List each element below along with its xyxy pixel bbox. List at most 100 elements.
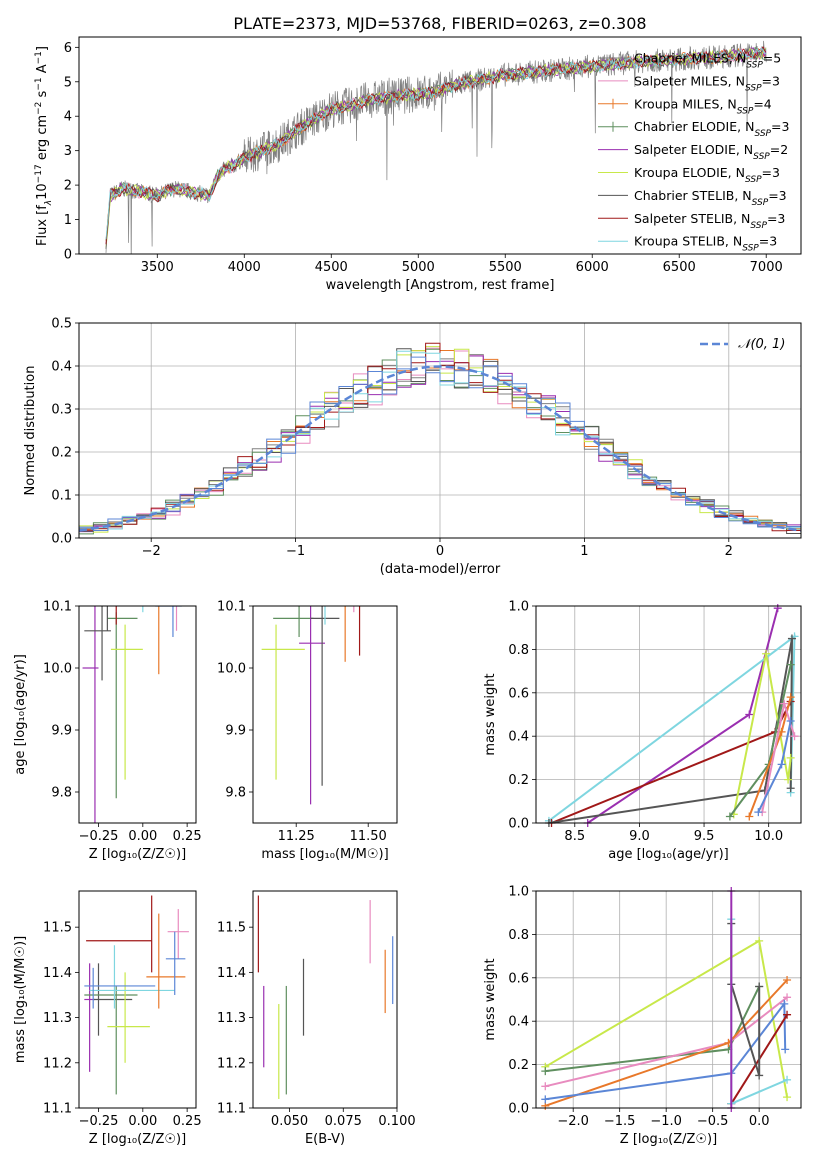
y-axis-label: Normed distribution bbox=[23, 366, 38, 496]
y-tick-label: 4 bbox=[64, 110, 72, 125]
x-tick-label: 4000 bbox=[228, 260, 261, 275]
y-axis-label-part: 10 bbox=[35, 183, 50, 200]
y-axis-label-part: Flux [f bbox=[35, 205, 50, 246]
legend-name: Chabrier STELIB, N bbox=[634, 188, 752, 203]
x-tick-label: 5500 bbox=[489, 260, 522, 275]
y-tick-label: 9.9 bbox=[51, 724, 72, 739]
plot-frame bbox=[78, 605, 197, 824]
figure-title: PLATE=2373, MJD=53768, FIBERID=0263, z=0… bbox=[233, 14, 646, 33]
series-marker bbox=[783, 1075, 792, 1084]
x-tick-label: 7000 bbox=[750, 260, 783, 275]
legend-label: Chabrier ELODIE, NSSP=3 bbox=[634, 119, 789, 139]
series-marker bbox=[541, 1095, 550, 1104]
massweight-vs-Z-axes: −2.0 −1.5 −1.0 −0.5 0.0 0.0 0.2 0.4 0.6 0.8 1.0 Z [… bbox=[483, 885, 802, 1147]
legend-name: Kroupa STELIB, N bbox=[634, 234, 742, 249]
y-tick-label: 0.8 bbox=[508, 928, 529, 943]
legend-sub: SSP bbox=[753, 152, 770, 162]
series-marker bbox=[786, 717, 795, 726]
x-tick-label: 6500 bbox=[663, 260, 696, 275]
x-axis-label: E(B-V) bbox=[305, 1132, 345, 1147]
chart-layer: 3500 4000 4500 5000 5500 6000 6500 7000 0 1 2 3 4 5 6 w… bbox=[13, 36, 802, 1147]
x-tick-label: −0.25 bbox=[79, 1114, 119, 1129]
series-line bbox=[548, 638, 793, 823]
series-marker bbox=[783, 1010, 792, 1019]
plot-frame bbox=[252, 605, 398, 824]
legend-sub: SSP bbox=[742, 244, 759, 254]
y-tick-label: 0.2 bbox=[508, 1058, 529, 1073]
y-axis-label: mass weight bbox=[483, 673, 498, 755]
legend-count: =3 bbox=[762, 165, 780, 180]
y-tick-label: 6 bbox=[64, 41, 72, 56]
series-marker bbox=[783, 993, 792, 1002]
y-tick-label: 11.2 bbox=[217, 1056, 246, 1071]
y-tick-label: 0.6 bbox=[508, 971, 529, 986]
plot-frame bbox=[535, 890, 802, 1109]
legend-count: =3 bbox=[771, 119, 789, 134]
legend-name: Kroupa MILES, N bbox=[634, 96, 737, 111]
y-tick-label: 11.4 bbox=[217, 966, 246, 981]
x-tick-label: 0.050 bbox=[271, 1114, 308, 1129]
x-tick-label: −2.0 bbox=[557, 1114, 589, 1129]
age-vs-mass-axes: 11.25 11.50 9.8 9.9 10.0 10.1 mass [log₁₀(M/M☉… bbox=[217, 600, 398, 862]
y-tick-label: 0.0 bbox=[51, 532, 72, 547]
x-tick-label: 0.100 bbox=[378, 1114, 415, 1129]
legend-count: =3 bbox=[759, 234, 777, 249]
y-tick-label: 2 bbox=[64, 179, 72, 194]
legend-label: Salpeter ELODIE, NSSP=2 bbox=[634, 142, 788, 162]
legend-sub: SSP bbox=[745, 175, 762, 185]
mass-vs-ebv-axes: 0.050 0.075 0.100 11.1 11.2 11.3 11.4 11.5 E(B-V… bbox=[217, 890, 416, 1147]
series-marker bbox=[783, 975, 792, 984]
y-axis-label-part: −1 bbox=[34, 77, 44, 90]
legend-count: =3 bbox=[767, 211, 785, 226]
series-marker bbox=[787, 634, 796, 643]
x-axis-label: mass [log₁₀(M/M☉)] bbox=[261, 847, 388, 862]
normal-curve bbox=[78, 365, 802, 532]
y-tick-label: 0.4 bbox=[51, 360, 72, 375]
y-tick-label: 0.0 bbox=[508, 817, 529, 832]
plot-frame bbox=[535, 605, 802, 824]
x-tick-label: 9.0 bbox=[629, 829, 650, 844]
y-tick-label: 1 bbox=[64, 213, 72, 228]
legend-sub: SSP bbox=[746, 61, 763, 71]
legend-label: Kroupa MILES, NSSP=4 bbox=[634, 96, 772, 116]
x-tick-label: −1.5 bbox=[604, 1114, 636, 1129]
y-tick-label: 10.0 bbox=[217, 662, 246, 677]
series-marker bbox=[773, 604, 782, 613]
residuals-axes: −2 −1 0 1 2 0.0 0.1 0.2 0.3 0.4 0.5 (data-model)/er… bbox=[23, 317, 802, 577]
age-vs-Z-axes: −0.25 0.00 0.25 9.8 9.9 10.0 10.1 Z [log₁₀(Z/Z☉… bbox=[13, 600, 202, 863]
y-tick-label: 0.0 bbox=[508, 1102, 529, 1117]
series-marker bbox=[780, 699, 789, 708]
y-tick-label: 11.4 bbox=[43, 966, 72, 981]
legend-label: Chabrier STELIB, NSSP=3 bbox=[634, 188, 787, 208]
histogram-series bbox=[79, 356, 801, 538]
series-line bbox=[545, 1000, 787, 1101]
y-axis-label-part: ] bbox=[35, 46, 50, 51]
y-tick-label: 0.8 bbox=[508, 643, 529, 658]
y-tick-label: 10.1 bbox=[217, 600, 246, 615]
plot-frame bbox=[78, 890, 197, 1109]
x-tick-label: 9.5 bbox=[694, 829, 715, 844]
plot-frame bbox=[78, 36, 802, 255]
series-line bbox=[730, 923, 761, 1076]
plot-frame bbox=[252, 890, 398, 1109]
legend-label: Chabrier MILES, NSSP=5 bbox=[634, 51, 781, 71]
y-tick-label: 0.2 bbox=[51, 446, 72, 461]
series-marker bbox=[783, 1093, 792, 1102]
series-line bbox=[732, 653, 792, 815]
series-marker bbox=[786, 693, 795, 702]
series-marker bbox=[784, 775, 793, 784]
x-tick-label: −1.0 bbox=[650, 1114, 682, 1129]
y-axis-label-part: −2 bbox=[34, 102, 44, 115]
x-axis-label: Z [log₁₀(Z/Z☉)] bbox=[89, 1132, 186, 1147]
legend-name: Chabrier ELODIE, N bbox=[634, 119, 754, 134]
y-tick-label: 11.5 bbox=[43, 921, 72, 936]
legend-sub: SSP bbox=[737, 106, 754, 116]
x-tick-label: 6000 bbox=[576, 260, 609, 275]
series-marker bbox=[780, 999, 789, 1008]
series-marker bbox=[754, 808, 763, 817]
legend-name: Kroupa ELODIE, N bbox=[634, 165, 745, 180]
y-axis-label-part: −1 bbox=[34, 51, 44, 64]
x-tick-label: −1 bbox=[286, 544, 305, 559]
legend-name: Salpeter MILES, N bbox=[634, 73, 745, 88]
